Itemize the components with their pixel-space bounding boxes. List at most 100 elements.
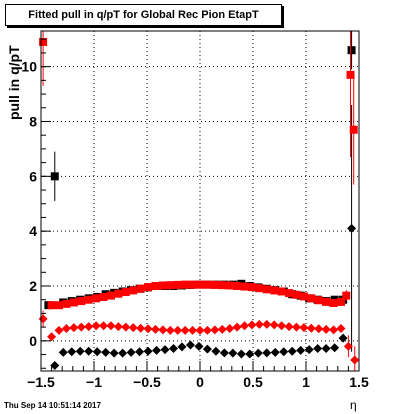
- data-point: [62, 299, 71, 308]
- data-point: [185, 340, 195, 350]
- x-tick-label: −1: [86, 374, 102, 390]
- data-point: [77, 297, 86, 306]
- data-point: [291, 322, 301, 332]
- data-point: [346, 70, 355, 79]
- data-point: [262, 319, 272, 329]
- data-point: [255, 284, 264, 293]
- series-2: [50, 105, 357, 371]
- data-point: [47, 301, 56, 310]
- data-point: [50, 361, 60, 371]
- data-point: [99, 321, 109, 331]
- data-point: [349, 125, 358, 134]
- timestamp: Thu Sep 14 10:51:14 2017: [4, 401, 101, 410]
- data-point: [106, 291, 115, 300]
- data-point: [254, 319, 264, 329]
- x-axis-label: η: [350, 398, 357, 412]
- data-point: [180, 325, 190, 335]
- data-point: [84, 295, 93, 304]
- data-point: [135, 347, 145, 357]
- data-point: [75, 346, 85, 356]
- grid-lines: [41, 31, 359, 371]
- data-point: [129, 286, 138, 295]
- data-point: [296, 345, 306, 355]
- data-point: [218, 281, 227, 290]
- data-point: [314, 296, 323, 305]
- data-point: [347, 223, 357, 233]
- data-point: [113, 322, 123, 332]
- data-point: [270, 286, 279, 295]
- data-point: [55, 301, 64, 310]
- data-point: [58, 347, 68, 357]
- data-point: [69, 298, 78, 307]
- data-point: [173, 280, 182, 289]
- data-point: [270, 347, 280, 357]
- data-point: [106, 321, 116, 331]
- data-point: [47, 332, 57, 342]
- data-point: [151, 282, 160, 290]
- data-point: [203, 280, 212, 289]
- data-point: [101, 347, 111, 357]
- data-point: [181, 280, 190, 289]
- data-point: [177, 342, 187, 352]
- data-point: [158, 325, 168, 335]
- data-point: [247, 283, 256, 292]
- data-point: [232, 322, 242, 332]
- x-tick-label: −1.5: [27, 374, 55, 390]
- data-point: [143, 346, 153, 356]
- data-point: [144, 283, 153, 292]
- x-tick-label: −0.5: [133, 374, 161, 390]
- data-point: [61, 324, 71, 333]
- data-point: [330, 343, 340, 353]
- data-point: [188, 325, 198, 335]
- data-point: [210, 280, 219, 289]
- data-point: [240, 282, 249, 291]
- data-point: [118, 348, 128, 358]
- data-point: [329, 325, 339, 335]
- data-point: [173, 325, 183, 335]
- data-point: [39, 37, 48, 46]
- data-point: [165, 325, 175, 335]
- data-point: [299, 292, 308, 301]
- data-point: [109, 348, 119, 358]
- data-point: [225, 324, 235, 333]
- x-tick-label: 1: [302, 374, 310, 390]
- data-point: [287, 346, 297, 356]
- data-point: [84, 346, 94, 356]
- data-point: [321, 344, 331, 354]
- data-point: [84, 322, 94, 332]
- data-point: [69, 323, 79, 333]
- data-point: [143, 324, 153, 334]
- y-tick-label: 4: [29, 223, 37, 239]
- data-point: [347, 46, 356, 55]
- data-point: [121, 322, 131, 332]
- data-point: [336, 297, 345, 306]
- data-point: [195, 325, 205, 335]
- data-point: [306, 323, 316, 333]
- data-point: [54, 325, 64, 335]
- data-point: [188, 280, 197, 289]
- data-point: [210, 325, 220, 335]
- data-point: [160, 345, 170, 355]
- data-point: [50, 172, 59, 181]
- data-point: [313, 344, 323, 354]
- x-tick-label: 0: [196, 374, 204, 390]
- data-point: [245, 349, 255, 359]
- y-axis-label: pull in q/pT: [6, 45, 22, 120]
- axis-ticks: −1.5 −1 −0.5 0 0.5 1 1.5 0 2 4 6 8 10: [21, 38, 369, 390]
- data-point: [121, 288, 130, 297]
- data-point: [299, 323, 309, 333]
- data-point: [350, 355, 360, 365]
- data-point: [136, 323, 146, 333]
- data-point: [169, 344, 178, 354]
- data-point: [152, 345, 162, 355]
- data-point: [342, 291, 351, 300]
- data-point: [150, 324, 160, 334]
- x-tick-label: 1.5: [349, 374, 369, 390]
- chart-title: Fitted pull in q/pT for Global Rec Pion …: [5, 4, 282, 26]
- data-point: [262, 348, 272, 358]
- series-markers: [38, 31, 360, 371]
- data-point: [277, 287, 286, 296]
- data-point: [304, 345, 314, 355]
- data-point: [228, 348, 238, 358]
- data-point: [67, 347, 77, 357]
